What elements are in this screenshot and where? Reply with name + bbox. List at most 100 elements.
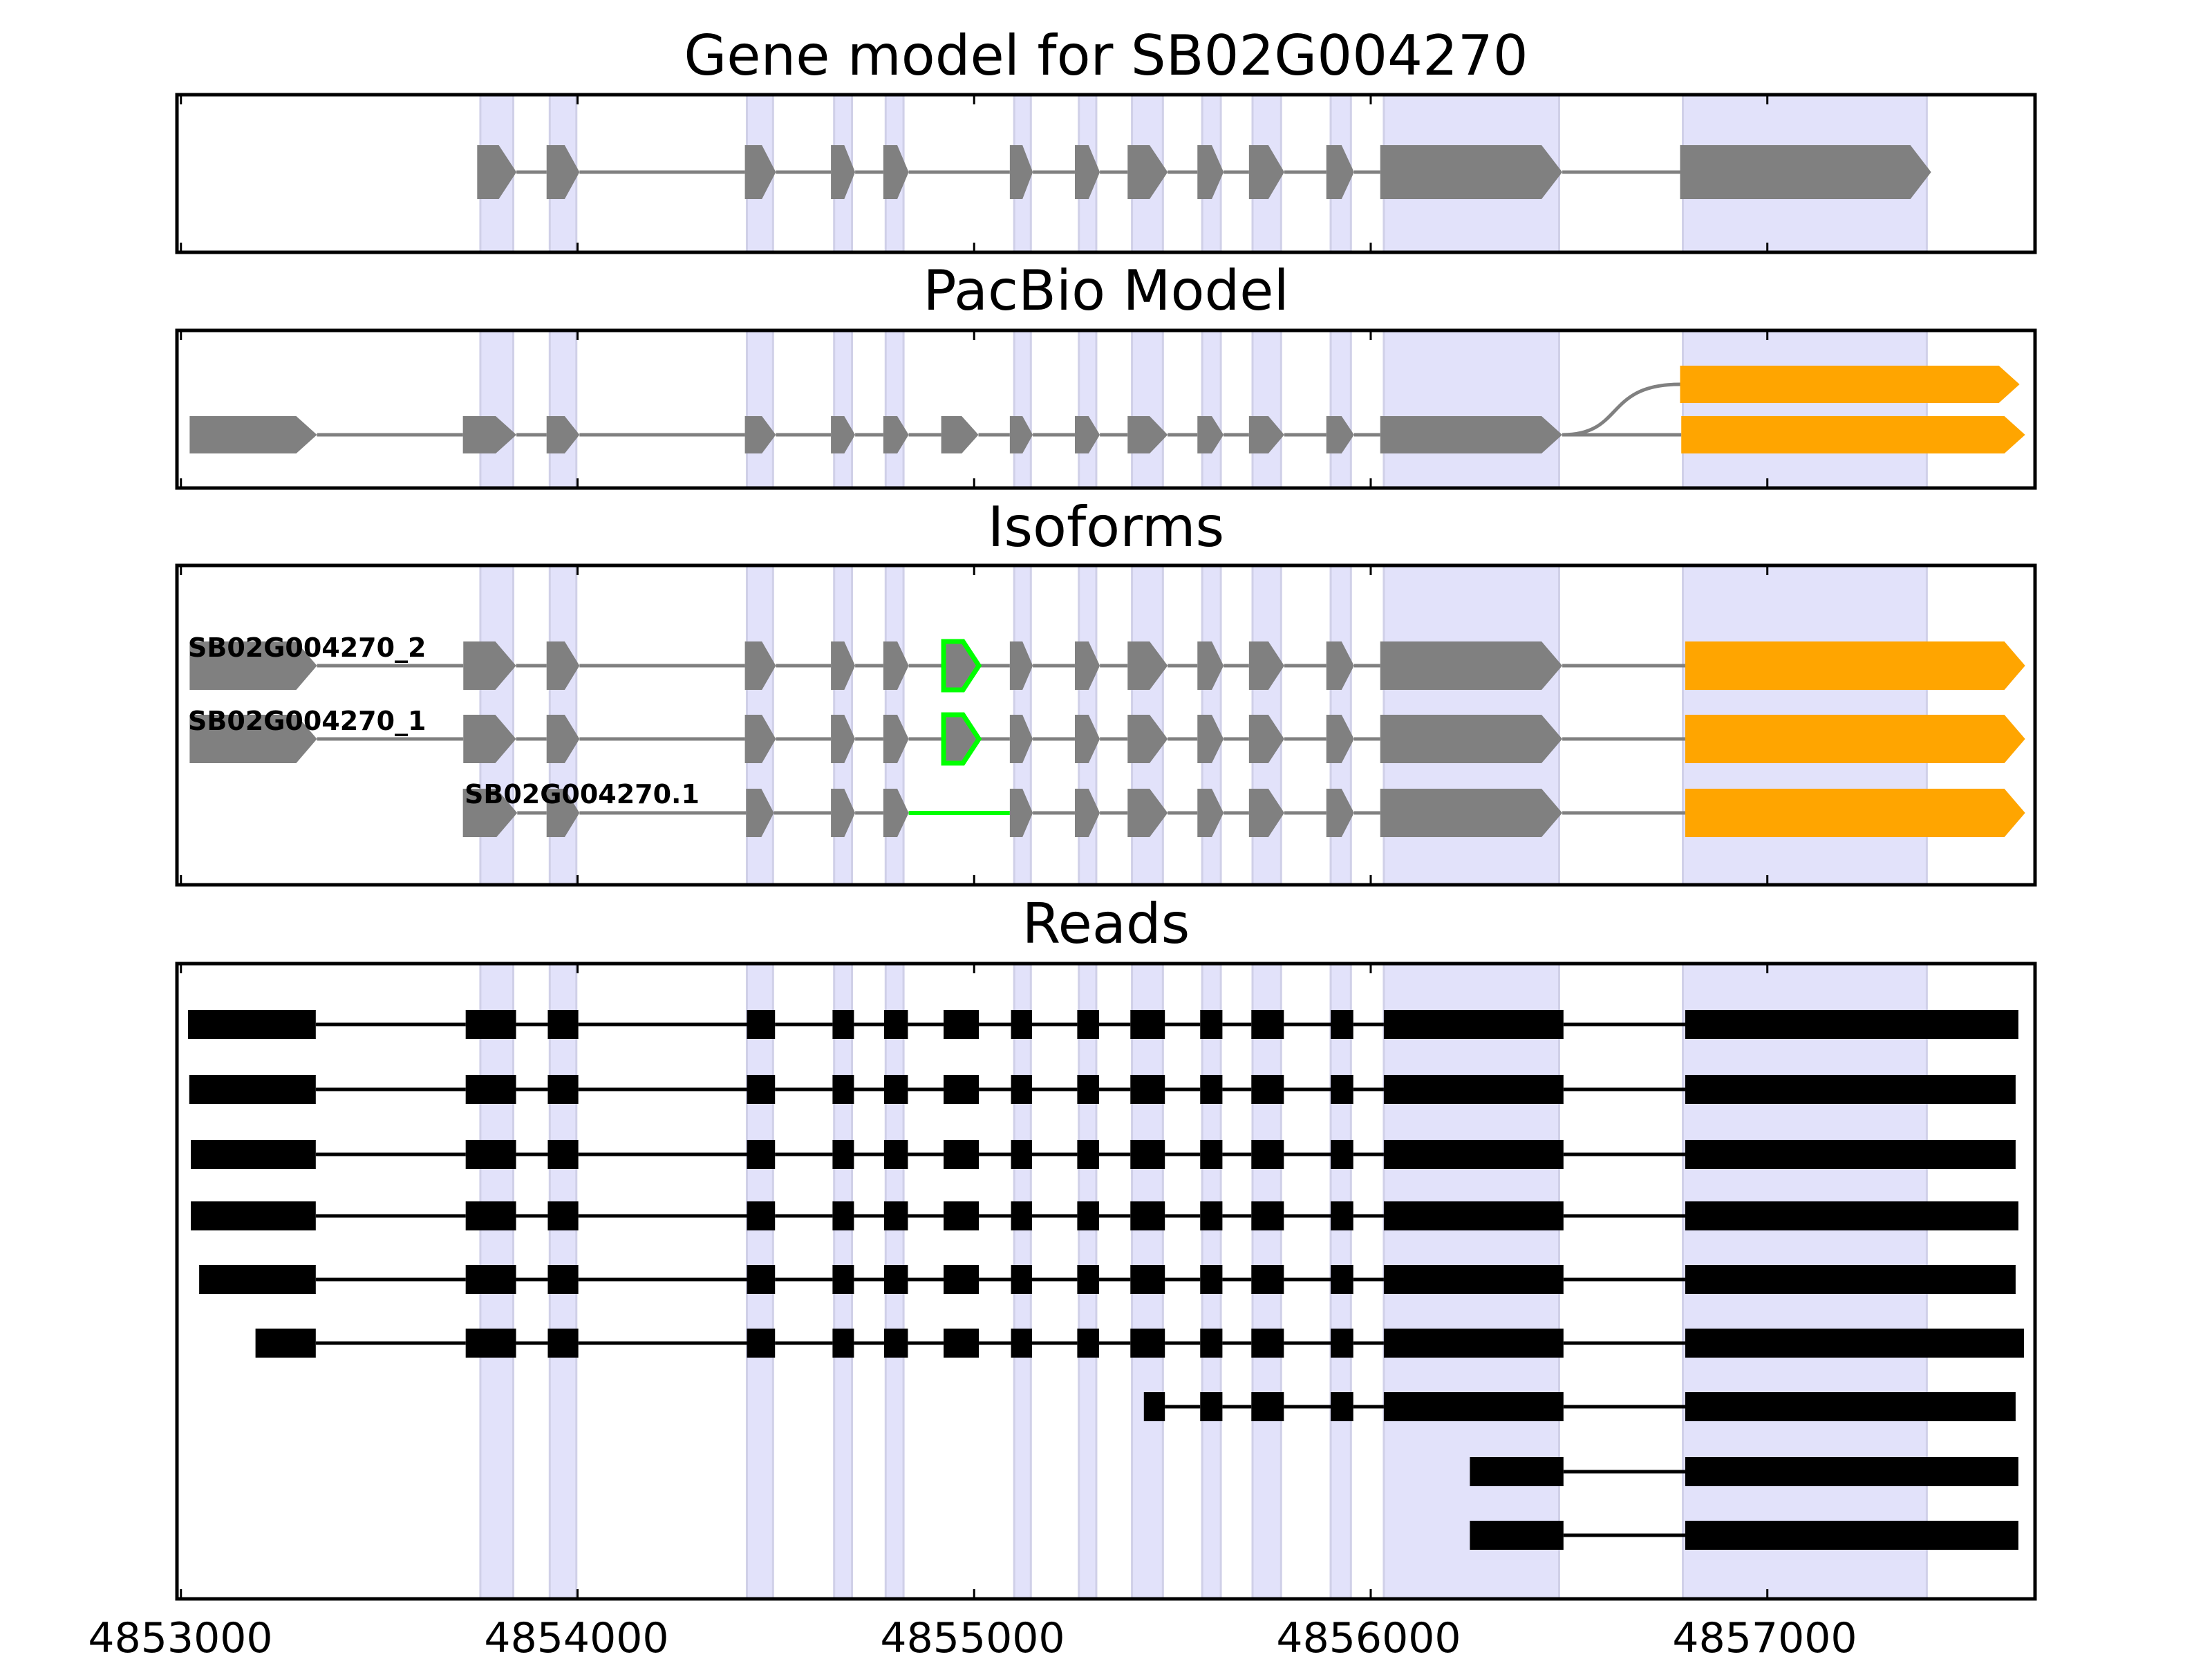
exon-arrow: [1197, 416, 1224, 453]
read-exon-block: [1685, 1329, 2024, 1358]
exon-arrow: [1074, 641, 1100, 690]
exon-arrow: [1380, 641, 1563, 690]
exon-arrow: [189, 715, 317, 763]
exon-arrow: [941, 416, 979, 453]
panel-frame: [175, 962, 2037, 1601]
exon-arrow: [189, 641, 317, 690]
read-exon-block: [747, 1010, 776, 1039]
read-exon-block: [1130, 1075, 1165, 1104]
read-exon-block: [1200, 1329, 1223, 1358]
exon-arrow: [1127, 789, 1168, 837]
read-exon-block: [1200, 1201, 1223, 1230]
exon-arrow: [1380, 715, 1563, 763]
exon-arrow: [1009, 715, 1033, 763]
exon-arrow: [1074, 789, 1100, 837]
panel-title-pacbio-model: PacBio Model: [923, 259, 1288, 323]
exon-arrow: [1380, 789, 1563, 837]
exon-arrow: [189, 416, 317, 453]
panel-title-gene-model: Gene model for SB02G004270: [684, 24, 1528, 88]
read-exon-block: [1383, 1201, 1564, 1230]
read-exon-block: [1011, 1265, 1032, 1294]
read-exon-block: [465, 1010, 516, 1039]
read-exon-block: [199, 1265, 316, 1294]
read-exon-block: [465, 1201, 516, 1230]
exon-arrow: [831, 789, 856, 837]
shaded-exon-region: [1201, 329, 1222, 489]
read-exon-block: [1331, 1140, 1353, 1169]
exon-arrow: [462, 789, 518, 837]
exon-arrow: [1009, 145, 1033, 199]
panel-frame: [175, 93, 2037, 254]
isoform-label: SB02G004270_2: [188, 632, 427, 663]
read-exon-block: [1383, 1265, 1564, 1294]
read-exon-block: [883, 1329, 908, 1358]
panel-title-isoforms: Isoforms: [988, 495, 1224, 559]
read-exon-block: [1251, 1201, 1284, 1230]
read-exon-block: [1077, 1265, 1099, 1294]
read-exon-block: [1685, 1010, 2018, 1039]
read-exon-block: [1685, 1392, 2016, 1421]
read-exon-block: [1011, 1075, 1032, 1104]
read-exon-block: [1685, 1140, 2016, 1169]
read-exon-block: [883, 1010, 908, 1039]
read-exon-block: [1200, 1140, 1223, 1169]
read-exon-block: [465, 1075, 516, 1104]
read-exon-block: [1331, 1075, 1353, 1104]
read-exon-block: [832, 1140, 854, 1169]
exon-arrow: [1248, 715, 1284, 763]
read-exon-block: [1331, 1392, 1353, 1421]
exon-arrow: [1197, 789, 1224, 837]
exon-arrow: [744, 641, 776, 690]
exon-arrow: [1326, 789, 1354, 837]
exon-arrow: [463, 641, 516, 690]
shaded-exon-region: [1382, 329, 1561, 489]
exon-arrow: [1127, 145, 1168, 199]
read-exon-block: [547, 1265, 579, 1294]
exon-arrow: [1680, 145, 1931, 199]
exon-arrow: [1009, 641, 1033, 690]
read-exon-block: [944, 1201, 980, 1230]
read-exon-block: [747, 1201, 776, 1230]
exon-arrow: [1074, 145, 1100, 199]
exon-arrow: [546, 416, 580, 453]
read-exon-block: [1685, 1265, 2016, 1294]
read-exon-block: [1685, 1521, 2018, 1550]
read-exon-block: [883, 1140, 908, 1169]
read-exon-block: [1011, 1329, 1032, 1358]
read-exon-block: [465, 1140, 516, 1169]
read-exon-block: [883, 1265, 908, 1294]
exon-arrow: [546, 641, 580, 690]
exon-arrow: [1197, 145, 1224, 199]
read-exon-block: [1077, 1140, 1099, 1169]
panel-title-reads: Reads: [1022, 892, 1190, 956]
read-exon-block: [1685, 1075, 2016, 1104]
read-exon-block: [1685, 1457, 2018, 1486]
read-exon-block: [1200, 1392, 1223, 1421]
exon-arrow: [546, 789, 580, 837]
read-exon-block: [944, 1140, 980, 1169]
read-exon-block: [1383, 1075, 1564, 1104]
read-exon-block: [255, 1329, 316, 1358]
shaded-exon-region: [1329, 329, 1352, 489]
exon-arrow: [1248, 641, 1284, 690]
read-exon-block: [1251, 1329, 1284, 1358]
exon-arrow: [1197, 641, 1224, 690]
exon-arrow: [1326, 715, 1354, 763]
read-exon-block: [944, 1075, 980, 1104]
read-exon-block: [832, 1265, 854, 1294]
shaded-exon-region: [1251, 329, 1282, 489]
exon-arrow: [744, 715, 776, 763]
exon-arrow: [1127, 641, 1168, 690]
read-exon-block: [1331, 1201, 1353, 1230]
read-exon-block: [191, 1140, 316, 1169]
exon-arrow: [1074, 416, 1100, 453]
utr-exon-arrow: [1685, 789, 2025, 837]
read-exon-block: [1130, 1265, 1165, 1294]
read-exon-block: [547, 1075, 579, 1104]
exon-arrow: [1197, 715, 1224, 763]
read-exon-block: [1077, 1010, 1099, 1039]
read-exon-block: [1685, 1201, 2018, 1230]
exon-arrow: [744, 416, 776, 453]
read-exon-block: [832, 1075, 854, 1104]
